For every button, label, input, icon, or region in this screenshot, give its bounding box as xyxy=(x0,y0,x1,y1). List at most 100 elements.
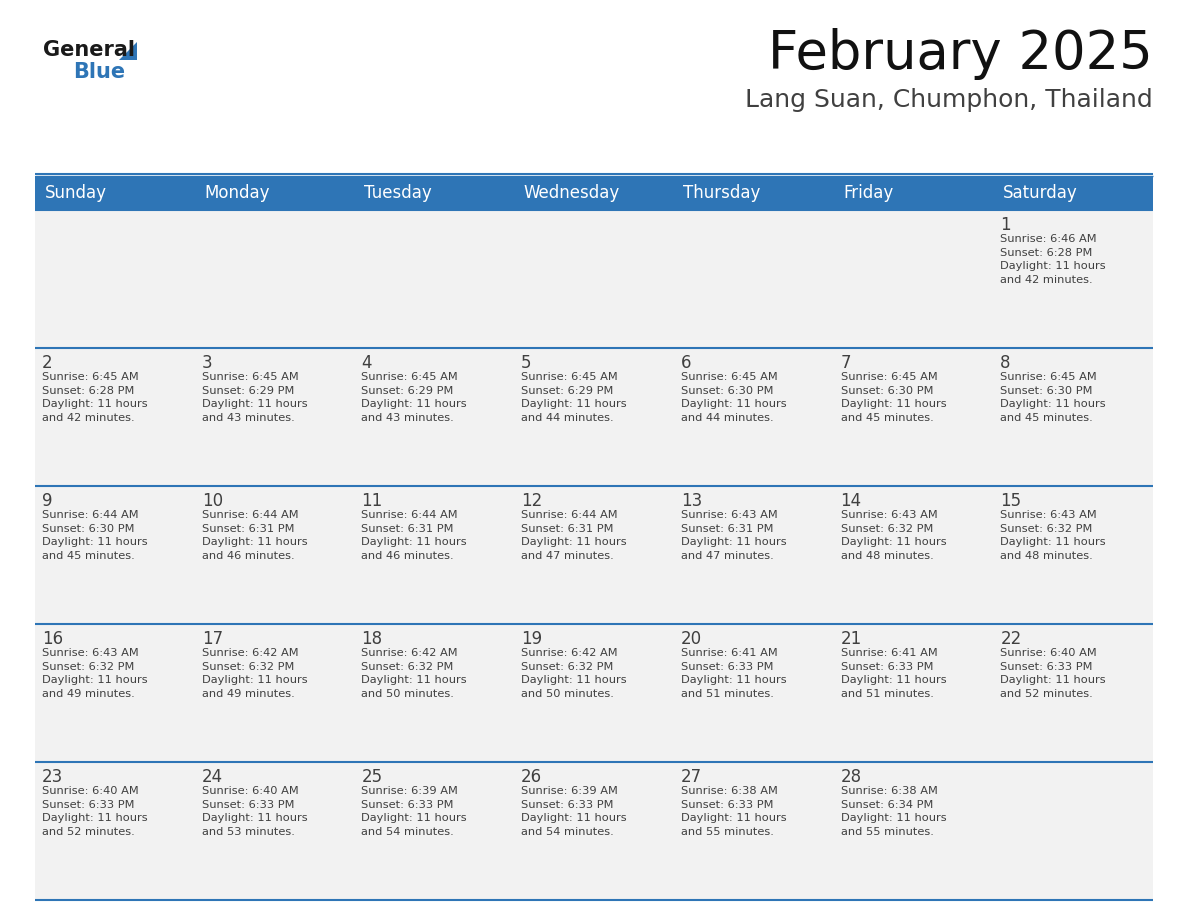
Bar xyxy=(834,486,993,624)
Bar xyxy=(514,210,674,348)
Text: Sunrise: 6:40 AM
Sunset: 6:33 PM
Daylight: 11 hours
and 52 minutes.: Sunrise: 6:40 AM Sunset: 6:33 PM Dayligh… xyxy=(42,786,147,837)
Text: 26: 26 xyxy=(522,768,542,786)
Bar xyxy=(674,210,834,348)
Text: 3: 3 xyxy=(202,354,213,372)
Text: 2: 2 xyxy=(42,354,52,372)
Text: Sunrise: 6:44 AM
Sunset: 6:31 PM
Daylight: 11 hours
and 47 minutes.: Sunrise: 6:44 AM Sunset: 6:31 PM Dayligh… xyxy=(522,510,627,561)
Bar xyxy=(195,348,354,486)
Bar xyxy=(834,624,993,762)
Bar xyxy=(993,348,1154,486)
Text: Sunrise: 6:43 AM
Sunset: 6:31 PM
Daylight: 11 hours
and 47 minutes.: Sunrise: 6:43 AM Sunset: 6:31 PM Dayligh… xyxy=(681,510,786,561)
Bar xyxy=(514,348,674,486)
Text: Tuesday: Tuesday xyxy=(364,184,431,202)
Text: Sunrise: 6:43 AM
Sunset: 6:32 PM
Daylight: 11 hours
and 49 minutes.: Sunrise: 6:43 AM Sunset: 6:32 PM Dayligh… xyxy=(42,648,147,699)
Text: 23: 23 xyxy=(42,768,63,786)
Text: 14: 14 xyxy=(841,492,861,510)
Text: Thursday: Thursday xyxy=(683,184,760,202)
Bar xyxy=(993,486,1154,624)
Bar xyxy=(674,348,834,486)
Text: 16: 16 xyxy=(42,630,63,648)
Text: Sunrise: 6:45 AM
Sunset: 6:30 PM
Daylight: 11 hours
and 45 minutes.: Sunrise: 6:45 AM Sunset: 6:30 PM Dayligh… xyxy=(1000,372,1106,423)
Text: 9: 9 xyxy=(42,492,52,510)
Text: Sunrise: 6:42 AM
Sunset: 6:32 PM
Daylight: 11 hours
and 50 minutes.: Sunrise: 6:42 AM Sunset: 6:32 PM Dayligh… xyxy=(522,648,627,699)
Bar xyxy=(354,210,514,348)
Bar xyxy=(354,348,514,486)
Text: Sunrise: 6:38 AM
Sunset: 6:34 PM
Daylight: 11 hours
and 55 minutes.: Sunrise: 6:38 AM Sunset: 6:34 PM Dayligh… xyxy=(841,786,946,837)
Text: Sunrise: 6:38 AM
Sunset: 6:33 PM
Daylight: 11 hours
and 55 minutes.: Sunrise: 6:38 AM Sunset: 6:33 PM Dayligh… xyxy=(681,786,786,837)
Bar xyxy=(674,486,834,624)
Text: Sunrise: 6:39 AM
Sunset: 6:33 PM
Daylight: 11 hours
and 54 minutes.: Sunrise: 6:39 AM Sunset: 6:33 PM Dayligh… xyxy=(522,786,627,837)
Bar xyxy=(354,624,514,762)
Text: Sunrise: 6:41 AM
Sunset: 6:33 PM
Daylight: 11 hours
and 51 minutes.: Sunrise: 6:41 AM Sunset: 6:33 PM Dayligh… xyxy=(681,648,786,699)
Bar xyxy=(195,762,354,900)
Text: Sunrise: 6:46 AM
Sunset: 6:28 PM
Daylight: 11 hours
and 42 minutes.: Sunrise: 6:46 AM Sunset: 6:28 PM Dayligh… xyxy=(1000,234,1106,285)
Text: Sunrise: 6:40 AM
Sunset: 6:33 PM
Daylight: 11 hours
and 52 minutes.: Sunrise: 6:40 AM Sunset: 6:33 PM Dayligh… xyxy=(1000,648,1106,699)
Bar xyxy=(834,348,993,486)
Text: 20: 20 xyxy=(681,630,702,648)
Text: Sunrise: 6:45 AM
Sunset: 6:29 PM
Daylight: 11 hours
and 43 minutes.: Sunrise: 6:45 AM Sunset: 6:29 PM Dayligh… xyxy=(202,372,308,423)
Text: Sunrise: 6:45 AM
Sunset: 6:30 PM
Daylight: 11 hours
and 45 minutes.: Sunrise: 6:45 AM Sunset: 6:30 PM Dayligh… xyxy=(841,372,946,423)
Bar xyxy=(834,210,993,348)
Text: Sunrise: 6:43 AM
Sunset: 6:32 PM
Daylight: 11 hours
and 48 minutes.: Sunrise: 6:43 AM Sunset: 6:32 PM Dayligh… xyxy=(841,510,946,561)
Bar xyxy=(354,762,514,900)
Text: Wednesday: Wednesday xyxy=(524,184,620,202)
Text: February 2025: February 2025 xyxy=(769,28,1154,80)
Text: Saturday: Saturday xyxy=(1003,184,1078,202)
Bar xyxy=(34,176,1154,210)
Text: Sunrise: 6:42 AM
Sunset: 6:32 PM
Daylight: 11 hours
and 50 minutes.: Sunrise: 6:42 AM Sunset: 6:32 PM Dayligh… xyxy=(361,648,467,699)
Bar xyxy=(34,348,195,486)
Bar xyxy=(34,762,195,900)
Bar xyxy=(674,624,834,762)
Bar xyxy=(993,762,1154,900)
Bar xyxy=(195,624,354,762)
Bar xyxy=(34,210,195,348)
Text: Monday: Monday xyxy=(204,184,270,202)
Text: 19: 19 xyxy=(522,630,542,648)
Text: 4: 4 xyxy=(361,354,372,372)
Bar xyxy=(514,486,674,624)
Text: 8: 8 xyxy=(1000,354,1011,372)
Text: 7: 7 xyxy=(841,354,851,372)
Text: Sunrise: 6:44 AM
Sunset: 6:31 PM
Daylight: 11 hours
and 46 minutes.: Sunrise: 6:44 AM Sunset: 6:31 PM Dayligh… xyxy=(202,510,308,561)
Bar xyxy=(993,624,1154,762)
Bar xyxy=(195,486,354,624)
Text: Sunrise: 6:45 AM
Sunset: 6:30 PM
Daylight: 11 hours
and 44 minutes.: Sunrise: 6:45 AM Sunset: 6:30 PM Dayligh… xyxy=(681,372,786,423)
Bar xyxy=(354,486,514,624)
Text: 5: 5 xyxy=(522,354,532,372)
Text: 27: 27 xyxy=(681,768,702,786)
Text: 15: 15 xyxy=(1000,492,1022,510)
Text: Sunrise: 6:41 AM
Sunset: 6:33 PM
Daylight: 11 hours
and 51 minutes.: Sunrise: 6:41 AM Sunset: 6:33 PM Dayligh… xyxy=(841,648,946,699)
Text: Sunrise: 6:39 AM
Sunset: 6:33 PM
Daylight: 11 hours
and 54 minutes.: Sunrise: 6:39 AM Sunset: 6:33 PM Dayligh… xyxy=(361,786,467,837)
Text: Sunrise: 6:45 AM
Sunset: 6:29 PM
Daylight: 11 hours
and 44 minutes.: Sunrise: 6:45 AM Sunset: 6:29 PM Dayligh… xyxy=(522,372,627,423)
Text: 12: 12 xyxy=(522,492,543,510)
Text: Sunday: Sunday xyxy=(45,184,107,202)
Polygon shape xyxy=(119,42,137,60)
Text: 17: 17 xyxy=(202,630,223,648)
Text: Blue: Blue xyxy=(72,62,125,82)
Text: General: General xyxy=(43,40,135,60)
Bar xyxy=(34,486,195,624)
Text: Sunrise: 6:45 AM
Sunset: 6:28 PM
Daylight: 11 hours
and 42 minutes.: Sunrise: 6:45 AM Sunset: 6:28 PM Dayligh… xyxy=(42,372,147,423)
Bar xyxy=(514,624,674,762)
Text: Sunrise: 6:45 AM
Sunset: 6:29 PM
Daylight: 11 hours
and 43 minutes.: Sunrise: 6:45 AM Sunset: 6:29 PM Dayligh… xyxy=(361,372,467,423)
Text: 24: 24 xyxy=(202,768,223,786)
Text: Sunrise: 6:44 AM
Sunset: 6:30 PM
Daylight: 11 hours
and 45 minutes.: Sunrise: 6:44 AM Sunset: 6:30 PM Dayligh… xyxy=(42,510,147,561)
Text: Lang Suan, Chumphon, Thailand: Lang Suan, Chumphon, Thailand xyxy=(745,88,1154,112)
Text: 22: 22 xyxy=(1000,630,1022,648)
Bar xyxy=(993,210,1154,348)
Text: 11: 11 xyxy=(361,492,383,510)
Bar xyxy=(674,762,834,900)
Text: 13: 13 xyxy=(681,492,702,510)
Text: 1: 1 xyxy=(1000,216,1011,234)
Text: Sunrise: 6:44 AM
Sunset: 6:31 PM
Daylight: 11 hours
and 46 minutes.: Sunrise: 6:44 AM Sunset: 6:31 PM Dayligh… xyxy=(361,510,467,561)
Bar xyxy=(834,762,993,900)
Text: 6: 6 xyxy=(681,354,691,372)
Text: 25: 25 xyxy=(361,768,383,786)
Bar xyxy=(34,624,195,762)
Text: 10: 10 xyxy=(202,492,223,510)
Text: 18: 18 xyxy=(361,630,383,648)
Bar xyxy=(195,210,354,348)
Text: 28: 28 xyxy=(841,768,861,786)
Text: Friday: Friday xyxy=(843,184,893,202)
Text: 21: 21 xyxy=(841,630,861,648)
